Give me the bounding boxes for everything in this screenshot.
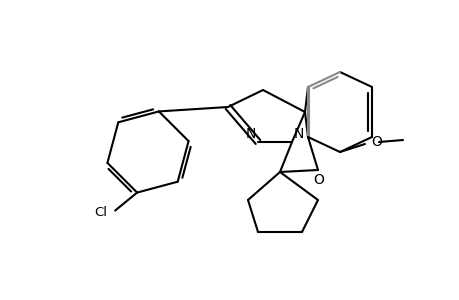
Text: Cl: Cl (95, 206, 107, 219)
Text: N: N (293, 127, 303, 141)
Text: O: O (313, 173, 324, 187)
Text: O: O (370, 135, 381, 149)
Text: N: N (245, 127, 256, 141)
